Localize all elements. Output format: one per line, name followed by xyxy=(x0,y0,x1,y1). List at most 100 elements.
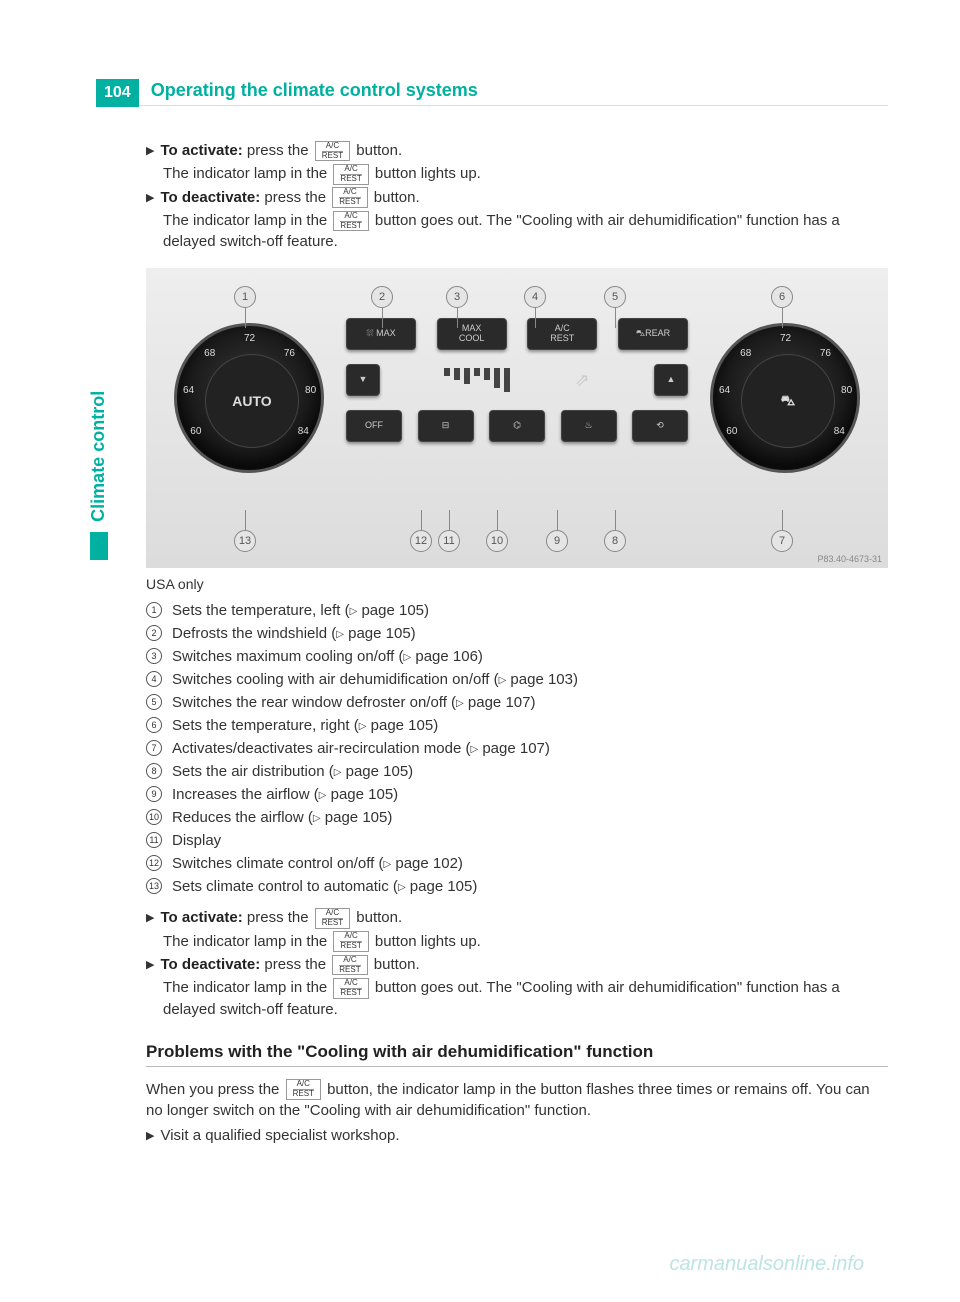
ac-rest-button-icon: A/CREST xyxy=(333,931,368,952)
ac-rest-button-icon: A/CREST xyxy=(333,164,368,185)
step-marker-icon: ▶ xyxy=(146,191,154,206)
problems-paragraph: When you press the A/CREST button, the i… xyxy=(146,1079,888,1121)
legend-text: Sets the temperature, right (▷ page 105) xyxy=(172,715,888,736)
legend-item: 3 Switches maximum cooling on/off (▷ pag… xyxy=(146,646,888,667)
hw-button: ⊟ xyxy=(418,410,474,442)
callout-10: 10 xyxy=(486,530,508,552)
step-text: To activate: press the A/CREST button. xyxy=(160,907,888,928)
tab-block xyxy=(90,532,108,560)
hw-button: ⟲ xyxy=(632,410,688,442)
temp-mark: 60 xyxy=(190,426,201,437)
step-sub: The indicator lamp in the A/CREST button… xyxy=(163,210,888,252)
step-marker-icon: ▶ xyxy=(146,911,154,926)
legend-item: 2 Defrosts the windshield (▷ page 105) xyxy=(146,623,888,644)
legend-item: 10 Reduces the airflow (▷ page 105) xyxy=(146,807,888,828)
step-text: To deactivate: press the A/CREST button. xyxy=(160,954,888,975)
legend-number: 12 xyxy=(146,855,162,871)
legend-text: Switches the rear window defroster on/of… xyxy=(172,692,888,713)
legend-item: 6 Sets the temperature, right (▷ page 10… xyxy=(146,715,888,736)
hw-button: OFF xyxy=(346,410,402,442)
temp-mark: 80 xyxy=(841,385,852,396)
legend-text: Activates/deactivates air-recirculation … xyxy=(172,738,888,759)
legend-text: Sets the temperature, left (▷ page 105) xyxy=(172,600,888,621)
legend-item: 8 Sets the air distribution (▷ page 105) xyxy=(146,761,888,782)
step-marker-icon: ▶ xyxy=(146,958,154,973)
legend-item: 13 Sets climate control to automatic (▷ … xyxy=(146,876,888,897)
legend-item: 4 Switches cooling with air dehumidifica… xyxy=(146,669,888,690)
legend-number: 11 xyxy=(146,832,162,848)
step-marker-icon: ▶ xyxy=(146,144,154,159)
page-number: 104 xyxy=(96,79,139,107)
callout-2: 2 xyxy=(371,286,393,308)
step-sub: The indicator lamp in the A/CREST button… xyxy=(163,931,888,952)
legend-item: 7 Activates/deactivates air-recirculatio… xyxy=(146,738,888,759)
climate-control-figure: AUTO 60646872768084 ⛍ 60646872768084 ⛆ M… xyxy=(146,268,888,568)
tab-label: Climate control xyxy=(88,391,108,522)
step-sub: The indicator lamp in the A/CREST button… xyxy=(163,163,888,184)
legend-number: 3 xyxy=(146,648,162,664)
temp-mark: 68 xyxy=(204,348,215,359)
legend-number: 13 xyxy=(146,878,162,894)
legend-number: 7 xyxy=(146,740,162,756)
leader-line xyxy=(449,510,450,530)
leader-line xyxy=(615,308,616,328)
callout-6: 6 xyxy=(771,286,793,308)
legend-text: Switches climate control on/off (▷ page … xyxy=(172,853,888,874)
hw-button: ⛆ MAX xyxy=(346,318,416,350)
temp-mark: 72 xyxy=(780,333,791,344)
hw-button: ⌬ xyxy=(489,410,545,442)
legend-number: 1 xyxy=(146,602,162,618)
temp-mark: 84 xyxy=(834,426,845,437)
figure-credit: P83.40-4673-31 xyxy=(817,554,882,564)
hw-button: MAXCOOL xyxy=(437,318,507,350)
right-dial-icon: ⛍ xyxy=(741,354,835,448)
problems-step: ▶ Visit a qualified specialist workshop. xyxy=(146,1125,888,1146)
legend-text: Defrosts the windshield (▷ page 105) xyxy=(172,623,888,644)
legend-text: Sets the air distribution (▷ page 105) xyxy=(172,761,888,782)
temp-mark: 76 xyxy=(820,348,831,359)
legend-number: 4 xyxy=(146,671,162,687)
legend-item: 1 Sets the temperature, left (▷ page 105… xyxy=(146,600,888,621)
legend-number: 8 xyxy=(146,763,162,779)
leader-line xyxy=(382,308,383,328)
ac-rest-button-icon: A/CREST xyxy=(333,978,368,999)
ac-rest-button-icon: A/CREST xyxy=(286,1079,321,1100)
airflow-up-icon: ▲ xyxy=(654,364,688,396)
header-bar: 104 Operating the climate control system… xyxy=(96,78,888,108)
leader-line xyxy=(457,308,458,328)
problems-step-text: Visit a qualified specialist workshop. xyxy=(160,1125,888,1146)
ac-rest-button-icon: A/CREST xyxy=(332,187,367,208)
hw-button: ⛍REAR xyxy=(618,318,688,350)
temp-mark: 64 xyxy=(719,385,730,396)
callout-4: 4 xyxy=(524,286,546,308)
temp-mark: 72 xyxy=(244,333,255,344)
ac-rest-button-icon: A/CREST xyxy=(332,955,367,976)
legend-number: 2 xyxy=(146,625,162,641)
step-line: ▶ To deactivate: press the A/CREST butto… xyxy=(146,954,888,975)
step-sub: The indicator lamp in the A/CREST button… xyxy=(163,977,888,1019)
left-dial: AUTO 60646872768084 xyxy=(174,323,324,473)
legend-number: 6 xyxy=(146,717,162,733)
legend-item: 12 Switches climate control on/off (▷ pa… xyxy=(146,853,888,874)
figure-caption: USA only xyxy=(146,576,888,592)
legend-list: 1 Sets the temperature, left (▷ page 105… xyxy=(146,600,888,897)
step-line: ▶ To activate: press the A/CREST button. xyxy=(146,907,888,928)
leader-line xyxy=(557,510,558,530)
legend-text: Switches maximum cooling on/off (▷ page … xyxy=(172,646,888,667)
leader-line xyxy=(245,308,246,328)
step-text: To activate: press the A/CREST button. xyxy=(160,140,888,161)
problems-heading: Problems with the "Cooling with air dehu… xyxy=(146,1042,888,1062)
leader-line xyxy=(245,510,246,530)
legend-number: 9 xyxy=(146,786,162,802)
leader-line xyxy=(782,308,783,328)
legend-item: 11 Display xyxy=(146,830,888,851)
leader-line xyxy=(421,510,422,530)
temp-mark: 60 xyxy=(726,426,737,437)
callout-12: 12 xyxy=(410,530,432,552)
section-tab: Climate control xyxy=(88,391,109,560)
callout-7: 7 xyxy=(771,530,793,552)
step-text: To deactivate: press the A/CREST button. xyxy=(160,187,888,208)
content: ▶ To activate: press the A/CREST button.… xyxy=(146,140,888,1148)
legend-text: Reduces the airflow (▷ page 105) xyxy=(172,807,888,828)
callout-5: 5 xyxy=(604,286,626,308)
